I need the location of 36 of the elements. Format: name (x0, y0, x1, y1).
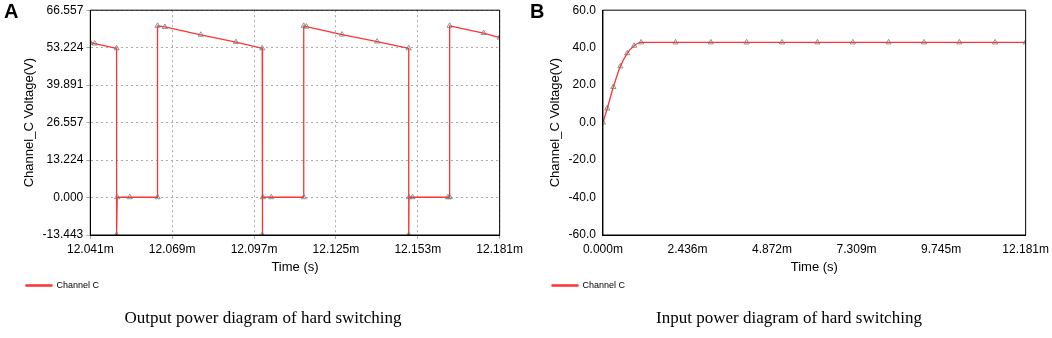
y-tick-label: 13.224 (46, 152, 84, 167)
x-tick-label: 9.745m (921, 241, 962, 256)
y-tick-label: -40.0 (568, 189, 597, 204)
x-tick-label: 12.069m (148, 241, 196, 256)
x-tick-label: 0.000m (582, 241, 623, 256)
x-tick-label: 4.872m (752, 241, 793, 256)
y-tick-label: 0.0 (579, 114, 597, 129)
x-axis-title: Time (s) (271, 258, 319, 274)
text: B (530, 0, 545, 23)
y-axis-title: Channel_C Voltage(V) (21, 57, 37, 188)
y-tick-label: -20.0 (568, 152, 597, 167)
x-tick-label: 12.125m (312, 241, 360, 256)
y-tick-label: 20.0 (572, 77, 597, 92)
text: Input power diagram of hard switching (655, 308, 923, 328)
legend-label: Channel C (56, 279, 100, 290)
y-tick-label: 53.224 (46, 39, 84, 54)
y-tick-label: 40.0 (572, 39, 597, 54)
y-tick-label: 66.557 (46, 2, 84, 17)
y-tick-label: 26.557 (46, 114, 84, 129)
x-tick-label: 2.436m (667, 241, 708, 256)
y-tick-label: -60.0 (568, 227, 597, 242)
x-tick-label: 12.097m (230, 241, 278, 256)
y-axis-title: Channel_C Voltage(V) (547, 57, 563, 188)
x-tick-label: 12.153m (394, 241, 442, 256)
y-tick-label: -13.443 (42, 227, 84, 242)
y-tick-label: 39.891 (46, 77, 84, 92)
y-tick-label: 60.0 (572, 2, 597, 17)
y-tick-label: 0.000 (53, 189, 84, 204)
x-tick-label: 12.181m (476, 241, 523, 256)
text: Output power diagram of hard switching (123, 308, 403, 328)
x-tick-label: 7.309m (836, 241, 877, 256)
x-tick-label: 12.181m (1002, 241, 1049, 256)
legend-label: Channel C (582, 279, 626, 290)
x-tick-label: 12.041m (66, 241, 114, 256)
text: A (4, 0, 19, 23)
x-axis-title: Time (s) (790, 258, 838, 274)
